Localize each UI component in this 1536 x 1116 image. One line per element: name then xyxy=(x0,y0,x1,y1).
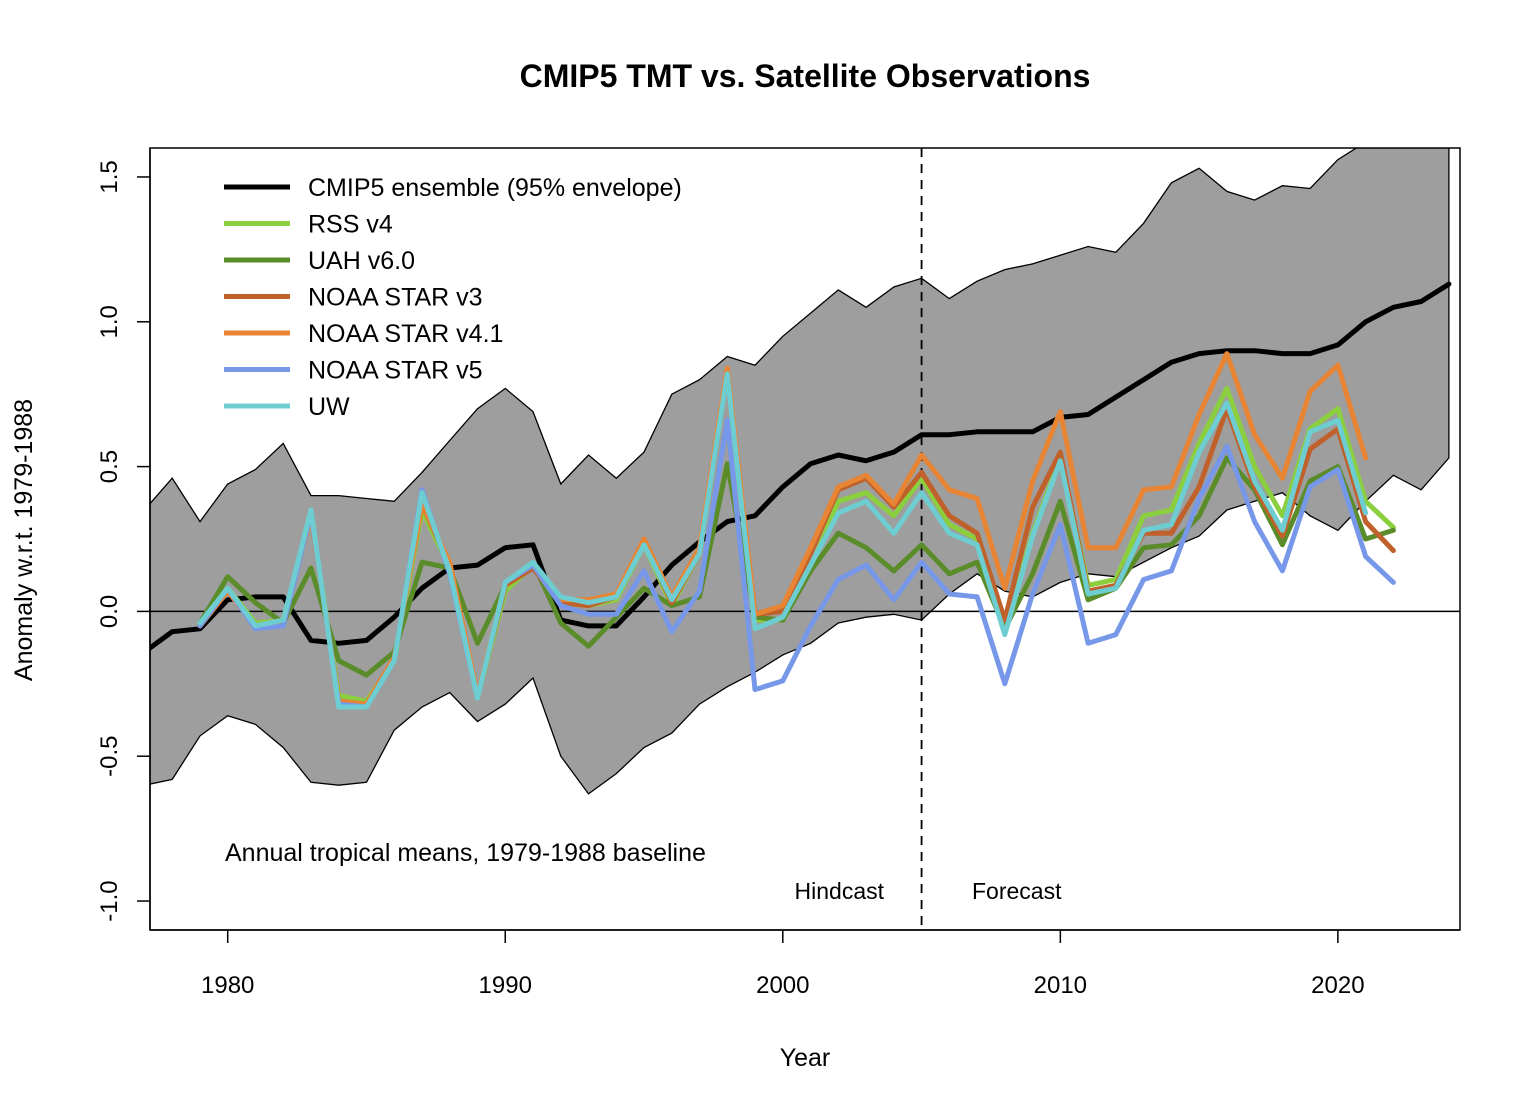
legend-item: UW xyxy=(224,393,350,421)
x-tick-label: 2010 xyxy=(1034,972,1087,999)
y-tick-label: -0.5 xyxy=(96,736,123,777)
reference-layer xyxy=(150,148,1460,930)
x-tick-label: 2000 xyxy=(756,972,809,999)
legend-label: NOAA STAR v3 xyxy=(308,284,483,312)
chart-title: CMIP5 TMT vs. Satellite Observations xyxy=(520,58,1091,94)
x-tick-label: 1990 xyxy=(479,972,532,999)
legend-item: CMIP5 ensemble (95% envelope) xyxy=(224,174,682,202)
legend-label: NOAA STAR v5 xyxy=(308,357,483,385)
series-line-6 xyxy=(197,371,1369,710)
y-tick-label: 0.0 xyxy=(96,595,123,628)
y-tick-label: 0.5 xyxy=(96,450,123,483)
legend-label: UW xyxy=(308,393,350,421)
legend-item: RSS v4 xyxy=(224,211,393,239)
legend-item: NOAA STAR v4.1 xyxy=(224,320,503,348)
x-tick-label: 2020 xyxy=(1311,972,1364,999)
series-layer xyxy=(150,281,1452,710)
hindcast-label: Hindcast xyxy=(795,878,885,904)
legend-label: UAH v6.0 xyxy=(308,247,415,275)
forecast-label: Forecast xyxy=(972,878,1062,904)
x-axis: 1980 1990 2000 2010 2020 xyxy=(150,929,1460,999)
y-tick-label: 1.0 xyxy=(96,305,123,338)
x-axis-label: Year xyxy=(780,1044,831,1072)
plot-area xyxy=(149,147,1461,931)
legend: CMIP5 ensemble (95% envelope) RSS v4 UAH v… xyxy=(224,174,682,421)
x-tick-label: 1980 xyxy=(201,972,254,999)
legend-label: CMIP5 ensemble (95% envelope) xyxy=(308,174,682,202)
baseline-note: Annual tropical means, 1979-1988 baselin… xyxy=(225,839,706,867)
legend-item: NOAA STAR v5 xyxy=(224,357,483,385)
y-tick-label: -1.0 xyxy=(96,880,123,921)
legend-item: UAH v6.0 xyxy=(224,247,415,275)
legend-label: NOAA STAR v4.1 xyxy=(308,320,503,348)
series-line-0 xyxy=(150,281,1452,652)
y-tick-label: 1.5 xyxy=(96,160,123,193)
y-axis: -1.0 -0.5 0.0 0.5 1.0 1.5 xyxy=(96,148,151,930)
legend-label: RSS v4 xyxy=(308,211,393,239)
y-axis-label: Anomaly w.r.t. 1979-1988 xyxy=(10,399,38,681)
legend-item: NOAA STAR v3 xyxy=(224,284,483,312)
